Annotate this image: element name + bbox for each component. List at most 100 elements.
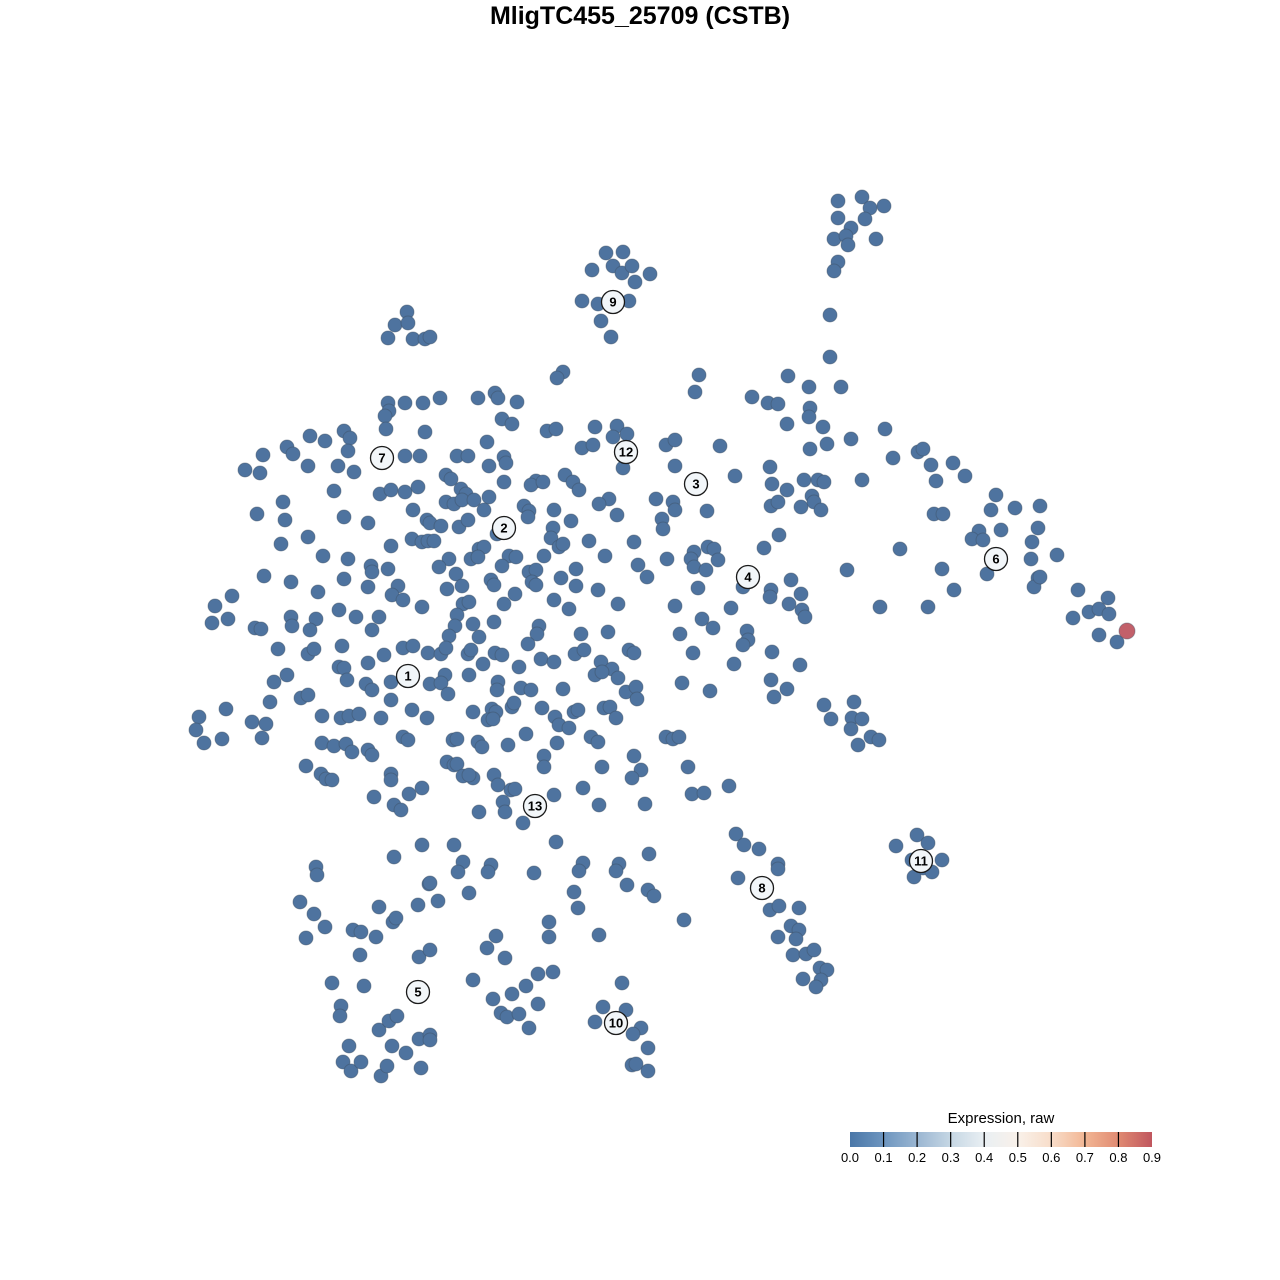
data-point xyxy=(498,455,514,471)
data-point xyxy=(270,641,286,657)
data-point xyxy=(191,709,207,725)
data-point xyxy=(705,620,721,636)
data-point xyxy=(364,682,380,698)
data-point xyxy=(536,548,552,564)
data-point xyxy=(721,778,737,794)
cluster-label-number: 1 xyxy=(404,669,411,684)
data-point xyxy=(214,731,230,747)
data-point xyxy=(378,421,394,437)
data-point xyxy=(454,578,470,594)
data-point xyxy=(1023,551,1039,567)
cluster-label: 9 xyxy=(600,289,626,315)
data-point xyxy=(1049,547,1065,563)
data-point xyxy=(779,416,795,432)
data-point xyxy=(224,588,240,604)
data-point xyxy=(543,530,559,546)
data-point xyxy=(614,975,630,991)
data-point xyxy=(801,409,817,425)
data-point xyxy=(744,389,760,405)
data-point xyxy=(500,737,516,753)
data-point xyxy=(871,732,887,748)
legend-tick-label: 0.4 xyxy=(975,1150,993,1165)
data-point xyxy=(702,683,718,699)
data-point xyxy=(346,464,362,480)
data-point xyxy=(553,570,569,586)
data-point xyxy=(348,609,364,625)
cluster-label: 5 xyxy=(405,979,431,1005)
data-point xyxy=(317,433,333,449)
data-point xyxy=(471,804,487,820)
data-point xyxy=(497,950,513,966)
data-point xyxy=(546,502,562,518)
data-point xyxy=(1032,569,1048,585)
data-point xyxy=(830,193,846,209)
cluster-label-circle xyxy=(613,439,639,465)
data-point xyxy=(535,474,551,490)
data-point xyxy=(648,491,664,507)
data-point xyxy=(608,710,624,726)
data-point xyxy=(574,293,590,309)
cluster-label-circle xyxy=(603,1010,629,1036)
data-point xyxy=(511,659,527,675)
data-point xyxy=(496,596,512,612)
data-point xyxy=(892,541,908,557)
legend-tick-label: 0.0 xyxy=(841,1150,859,1165)
data-point xyxy=(591,797,607,813)
data-point xyxy=(587,419,603,435)
cluster-label-number: 10 xyxy=(609,1016,623,1031)
data-point xyxy=(380,330,396,346)
data-point xyxy=(360,515,376,531)
data-point xyxy=(411,949,427,965)
data-point xyxy=(253,621,269,637)
data-point xyxy=(273,536,289,552)
data-point xyxy=(460,448,476,464)
data-point xyxy=(410,897,426,913)
data-point xyxy=(626,748,642,764)
data-point xyxy=(815,419,831,435)
data-point xyxy=(414,780,430,796)
data-point xyxy=(685,645,701,661)
legend: Expression, raw 0.0 0.1 0.2 0.3 0.4 0.5 0.6 0.7 0… xyxy=(841,1110,1161,1165)
data-point xyxy=(422,329,438,345)
data-point xyxy=(876,198,892,214)
data-point xyxy=(412,448,428,464)
data-point xyxy=(770,861,786,877)
data-point xyxy=(727,468,743,484)
data-point xyxy=(728,826,744,842)
data-point xyxy=(642,266,658,282)
data-point xyxy=(277,512,293,528)
data-point xyxy=(334,638,350,654)
data-point xyxy=(846,694,862,710)
data-point xyxy=(302,622,318,638)
data-point xyxy=(476,502,492,518)
legend-tick-label: 0.1 xyxy=(875,1150,893,1165)
data-point xyxy=(546,787,562,803)
data-point xyxy=(380,561,396,577)
data-point xyxy=(490,777,506,793)
data-point xyxy=(655,521,671,537)
data-point xyxy=(833,379,849,395)
data-point xyxy=(340,443,356,459)
data-point xyxy=(523,682,539,698)
data-point xyxy=(641,846,657,862)
data-point xyxy=(249,506,265,522)
data-point xyxy=(364,622,380,638)
data-point xyxy=(481,489,497,505)
data-point xyxy=(696,785,712,801)
data-point xyxy=(433,675,449,691)
data-point xyxy=(438,640,454,656)
legend-tick-label: 0.9 xyxy=(1143,1150,1161,1165)
data-point xyxy=(326,483,342,499)
cluster-label-number: 4 xyxy=(744,570,752,585)
data-point xyxy=(497,804,513,820)
data-point xyxy=(426,533,442,549)
cluster-label: 7 xyxy=(369,445,395,471)
data-point xyxy=(220,611,236,627)
data-point xyxy=(764,476,780,492)
data-point xyxy=(609,507,625,523)
cluster-label: 4 xyxy=(735,564,761,590)
data-point xyxy=(816,474,832,490)
cluster-label: 3 xyxy=(683,471,709,497)
data-point xyxy=(207,598,223,614)
